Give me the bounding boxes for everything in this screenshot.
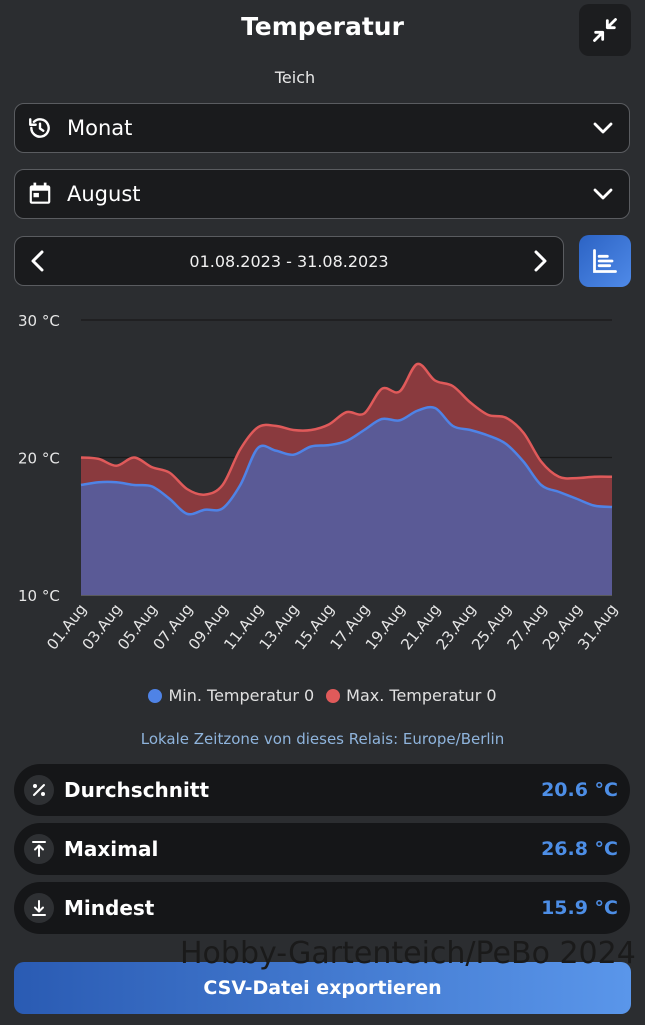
max-temperature-line — [80, 362, 613, 496]
shrink-icon — [593, 18, 617, 42]
stat-minimum: Mindest 15.9 °C — [14, 882, 630, 934]
legend-label-min: Min. Temperatur 0 — [168, 686, 315, 705]
stat-maximum-value: 26.8 °C — [541, 838, 618, 860]
stat-average-label: Durchschnitt — [64, 778, 210, 802]
period-select[interactable]: Monat — [14, 103, 630, 153]
chevron-down-icon — [591, 116, 615, 140]
month-select-value: August — [67, 182, 141, 206]
chart-legend: Min. Temperatur 0 Max. Temperatur 0 — [0, 686, 645, 705]
temperature-chart: 30 °C20 °C10 °C01.Aug03.Aug05.Aug07.Aug0… — [18, 312, 621, 653]
timezone-note: Lokale Zeitzone von dieses Relais: Europ… — [140, 730, 505, 748]
arrow-up-bar-icon — [24, 834, 54, 864]
y-tick-label: 20 °C — [18, 450, 60, 468]
csv-export-button[interactable]: CSV-Datei exportieren — [14, 962, 631, 1014]
previous-range-button[interactable] — [15, 238, 61, 284]
month-select[interactable]: August — [14, 169, 630, 219]
page-title: Temperatur — [241, 12, 404, 41]
stat-average-value: 20.6 °C — [541, 779, 618, 801]
legend-item-min[interactable]: Min. Temperatur 0 — [148, 686, 314, 705]
stat-maximum-label: Maximal — [64, 837, 159, 861]
page-subtitle: Teich — [274, 68, 316, 87]
legend-label-max: Max. Temperatur 0 — [346, 686, 497, 705]
percent-icon — [24, 775, 54, 805]
legend-item-max[interactable]: Max. Temperatur 0 — [326, 686, 497, 705]
stat-average: Durchschnitt 20.6 °C — [14, 764, 630, 816]
stat-maximum: Maximal 26.8 °C — [14, 823, 630, 875]
calendar-icon — [27, 181, 53, 207]
legend-dot-min — [148, 688, 163, 703]
period-select-value: Monat — [67, 116, 133, 140]
date-range-navigator: 01.08.2023 - 31.08.2023 — [14, 236, 564, 286]
watermark: Hobby-Gartenteich/PeBo 2024 — [180, 936, 636, 971]
stat-minimum-value: 15.9 °C — [541, 897, 618, 919]
date-range-text: 01.08.2023 - 31.08.2023 — [189, 251, 389, 271]
stat-minimum-label: Mindest — [64, 896, 155, 920]
y-tick-label: 30 °C — [18, 312, 60, 330]
shrink-button[interactable] — [579, 4, 631, 56]
next-range-button[interactable] — [517, 238, 563, 284]
chevron-right-icon — [534, 250, 547, 272]
chevron-down-icon — [591, 182, 615, 206]
history-icon — [27, 115, 53, 141]
chevron-left-icon — [31, 250, 44, 272]
chart-icon — [593, 249, 617, 273]
min-temperature-area — [81, 407, 612, 595]
y-tick-label: 10 °C — [18, 587, 60, 605]
chart-view-button[interactable] — [579, 235, 631, 287]
arrow-down-bar-icon — [24, 893, 54, 923]
min-temperature-line — [80, 405, 613, 516]
legend-dot-max — [326, 688, 341, 703]
